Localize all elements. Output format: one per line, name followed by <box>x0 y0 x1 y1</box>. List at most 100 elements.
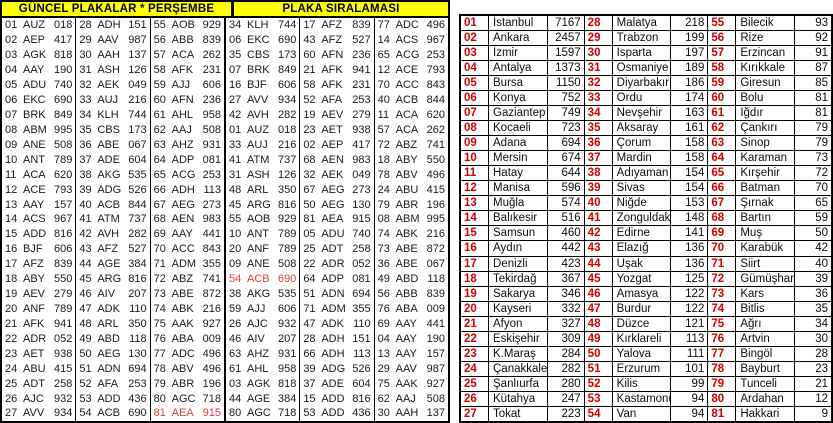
city-name-cell[interactable]: Diyarbakır <box>616 77 670 90</box>
city-name-cell[interactable]: Konya <box>493 92 526 105</box>
city-rank-cell[interactable]: 65 <box>708 166 737 181</box>
plate-row[interactable]: 64 ADP 081 <box>151 152 224 167</box>
city-rank-cell[interactable]: 78 <box>708 361 737 376</box>
plate-row[interactable]: 29 AAV 987 <box>375 361 448 376</box>
plate-row[interactable]: 52 AFA 253 <box>76 376 149 391</box>
city-name-cell[interactable]: Şırnak <box>740 197 774 210</box>
plate-row[interactable]: 25 ADT 258 <box>2 376 75 391</box>
city-name-cell[interactable]: Sakarya <box>493 287 536 300</box>
city-value-cell[interactable]: 644 <box>546 166 584 181</box>
plate-row[interactable]: 41 ATM 737 <box>226 152 299 167</box>
city-name-cell[interactable]: Düzce <box>616 317 650 330</box>
city-name-cell[interactable]: Karaman <box>740 152 788 165</box>
city-name-cell[interactable]: Muş <box>740 227 763 240</box>
plate-row[interactable]: 57 ACA 262 <box>151 48 224 63</box>
city-rank-cell[interactable]: 42 <box>585 226 613 241</box>
plate-row[interactable]: 74 ABK 216 <box>151 302 224 317</box>
city-name-cell[interactable]: Kütahya <box>493 392 536 405</box>
plate-row[interactable]: 80 AGC 718 <box>151 391 224 406</box>
city-name-cell[interactable]: Mardin <box>616 152 652 165</box>
plate-row[interactable]: 05 ADU 740 <box>300 227 373 242</box>
plate-row[interactable]: 76 ABA 009 <box>375 302 448 317</box>
city-value-cell[interactable]: 113 <box>670 331 707 346</box>
plate-row[interactable]: 24 ABU 415 <box>2 361 75 376</box>
plate-row[interactable]: 41 ATM 737 <box>76 212 149 227</box>
city-rank-cell[interactable]: 47 <box>585 301 613 316</box>
city-name-cell[interactable]: Hakkari <box>740 407 780 420</box>
plate-row[interactable]: 16 BJF 606 <box>226 78 299 93</box>
city-name-cell[interactable]: Uşak <box>616 257 643 270</box>
city-rank-cell[interactable]: 61 <box>708 106 737 121</box>
plate-row[interactable]: 32 AEK 049 <box>76 78 149 93</box>
plate-row[interactable]: 20 ANF 789 <box>2 302 75 317</box>
city-rank-cell[interactable]: 38 <box>585 166 613 181</box>
city-rank-cell[interactable]: 57 <box>708 46 737 61</box>
city-value-cell[interactable]: 73 <box>794 151 831 166</box>
plate-row[interactable]: 11 ACA 620 <box>375 108 448 123</box>
plate-row[interactable]: 42 AVH 282 <box>226 108 299 123</box>
city-value-cell[interactable]: 516 <box>546 211 584 226</box>
city-rank-cell[interactable]: 30 <box>585 46 613 61</box>
city-name-cell[interactable]: Bingöl <box>740 347 773 360</box>
plate-row[interactable]: 29 AAV 987 <box>76 33 149 48</box>
city-rank-cell[interactable]: 29 <box>585 31 613 46</box>
city-name-cell[interactable]: Van <box>616 407 637 420</box>
city-rank-cell[interactable]: 28 <box>585 16 613 31</box>
city-name-cell[interactable]: Iğdır <box>740 107 764 120</box>
plate-row[interactable]: 54 ACB 690 <box>76 406 149 421</box>
city-name-cell[interactable]: Eskişehir <box>493 332 540 345</box>
plate-row[interactable]: 21 AFK 941 <box>300 63 373 78</box>
plate-row[interactable]: 09 ANE 508 <box>2 137 75 152</box>
plate-row[interactable]: 80 AGC 718 <box>226 406 299 421</box>
plate-row[interactable]: 01 AUZ 018 <box>226 122 299 137</box>
city-value-cell[interactable]: 141 <box>670 226 707 241</box>
city-name-cell[interactable]: Tunceli <box>740 377 777 390</box>
city-value-cell[interactable]: 23 <box>794 361 831 376</box>
plate-row[interactable]: 36 ABE 067 <box>76 137 149 152</box>
city-rank-cell[interactable]: 35 <box>585 121 613 136</box>
plate-row[interactable]: 79 ABR 196 <box>151 376 224 391</box>
city-rank-cell[interactable]: 36 <box>585 136 613 151</box>
city-name-cell[interactable]: Elazığ <box>616 242 649 255</box>
plaka-siralamasi-header[interactable]: PLAKA SIRALAMASI <box>231 2 448 16</box>
city-name-cell[interactable]: Artvin <box>740 332 770 345</box>
plate-row[interactable]: 17 AFZ 839 <box>300 18 373 33</box>
plate-row[interactable]: 07 BRK 849 <box>2 108 75 123</box>
plate-row[interactable]: 60 AFN 236 <box>300 48 373 63</box>
city-value-cell[interactable]: 218 <box>670 16 707 31</box>
city-value-cell[interactable]: 327 <box>546 316 584 331</box>
plate-row[interactable]: 22 ADR 052 <box>300 257 373 272</box>
city-value-cell[interactable]: 574 <box>546 196 584 211</box>
city-value-cell[interactable]: 148 <box>670 211 707 226</box>
plate-row[interactable]: 45 ARG 816 <box>226 197 299 212</box>
city-name-cell[interactable]: Kocaeli <box>493 122 531 135</box>
city-value-cell[interactable]: 125 <box>670 271 707 286</box>
city-value-cell[interactable]: 94 <box>670 391 707 406</box>
city-rank-cell[interactable]: 40 <box>585 196 613 211</box>
plate-row[interactable]: 08 ABM 995 <box>2 122 75 137</box>
city-rank-cell[interactable]: 16 <box>461 241 489 256</box>
city-name-cell[interactable]: Bursa <box>493 77 524 90</box>
plate-row[interactable]: 18 ABY 550 <box>375 152 448 167</box>
plate-row[interactable]: 24 ABU 415 <box>375 182 448 197</box>
city-name-cell[interactable]: Kırklareli <box>616 332 662 345</box>
plate-row[interactable]: 78 ABV 496 <box>375 167 448 182</box>
city-rank-cell[interactable]: 34 <box>585 106 613 121</box>
plate-row[interactable]: 04 AAY 190 <box>2 63 75 78</box>
plate-row[interactable]: 06 EKC 690 <box>2 93 75 108</box>
plate-row[interactable]: 16 BJF 606 <box>2 242 75 257</box>
city-rank-cell[interactable]: 62 <box>708 121 737 136</box>
city-value-cell[interactable]: 136 <box>670 241 707 256</box>
plate-row[interactable]: 07 BRK 849 <box>226 63 299 78</box>
city-rank-cell[interactable]: 58 <box>708 61 737 76</box>
plate-row[interactable]: 53 ADD 436 <box>300 406 373 421</box>
plate-row[interactable]: 55 AOB 929 <box>151 18 224 33</box>
plate-row[interactable]: 38 AKG 535 <box>226 287 299 302</box>
plate-row[interactable]: 54 ACB 690 <box>226 272 299 287</box>
city-rank-cell[interactable]: 21 <box>461 316 489 331</box>
city-value-cell[interactable]: 596 <box>546 181 584 196</box>
city-value-cell[interactable]: 79 <box>794 121 831 136</box>
city-rank-cell[interactable]: 31 <box>585 61 613 76</box>
plate-row[interactable]: 61 AHL 958 <box>226 361 299 376</box>
city-value-cell[interactable]: 34 <box>794 316 831 331</box>
